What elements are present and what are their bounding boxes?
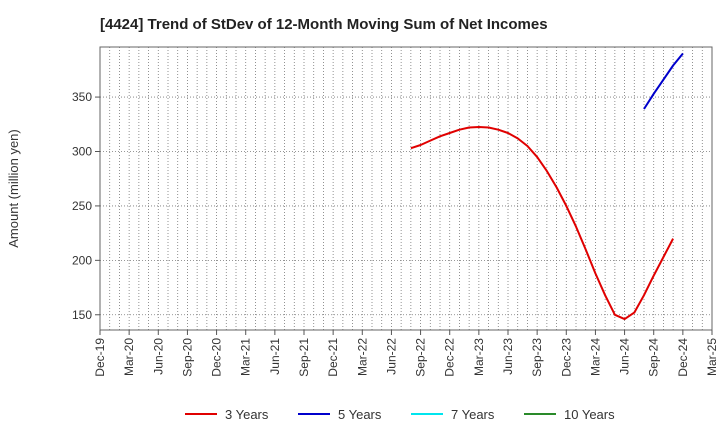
x-tick-label: Mar-21 [239,338,253,376]
x-tick-label: Jun-24 [618,338,632,375]
y-axis: 150 200 250 300 350 [72,90,100,322]
legend-label: 10 Years [564,407,615,422]
x-tick-label: Jun-23 [501,338,515,375]
x-tick-label: Mar-25 [705,338,719,376]
x-tick-label: Sep-23 [530,338,544,377]
y-tick-label: 300 [72,144,92,158]
x-tick-label: Sep-24 [647,338,661,377]
x-tick-label: Jun-20 [151,338,165,375]
x-tick-label: Dec-19 [93,338,107,377]
x-tick-label: Jun-21 [268,338,282,375]
x-tick-label: Dec-21 [326,338,340,377]
x-tick-label: Mar-20 [122,338,136,376]
x-tick-label: Dec-20 [210,338,224,377]
series-lines [410,52,684,321]
plot-area [99,46,713,331]
x-tick-label: Sep-22 [414,338,428,377]
series-line-5-years [643,52,684,110]
x-tick-label: Sep-21 [297,338,311,377]
series-line-3-years [410,126,674,321]
y-tick-label: 350 [72,90,92,104]
x-tick-label: Dec-22 [443,338,457,377]
chart-title: [4424] Trend of StDev of 12-Month Moving… [100,16,548,33]
legend-label: 5 Years [338,407,382,422]
x-tick-label: Dec-23 [559,338,573,377]
legend-label: 7 Years [451,407,495,422]
x-tick-label: Mar-24 [588,338,602,376]
y-tick-label: 250 [72,199,92,213]
legend: 3 Years 5 Years 7 Years 10 Years [185,407,615,422]
y-tick-label: 200 [72,253,92,267]
legend-label: 3 Years [225,407,269,422]
y-tick-label: 150 [72,308,92,322]
x-tick-label: Sep-20 [180,338,194,377]
x-tick-label: Mar-23 [472,338,486,376]
x-tick-label: Jun-22 [384,338,398,375]
grid [99,47,713,330]
x-axis: Dec-19 Mar-20 Jun-20 Sep-20 Dec-20 Mar-21 Jun-… [93,330,719,377]
x-tick-label: Dec-24 [676,338,690,377]
y-axis-label: Amount (million yen) [6,129,21,248]
x-tick-label: Mar-22 [355,338,369,376]
